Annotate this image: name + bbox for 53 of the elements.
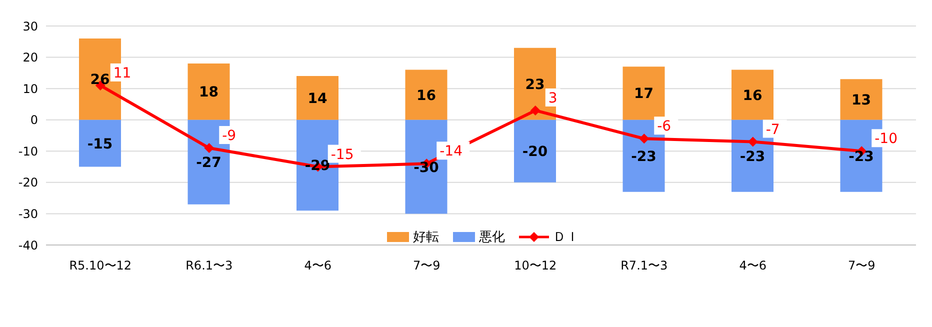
data-label: -15 [87, 136, 113, 152]
point [530, 105, 540, 116]
data-label: -27 [196, 155, 222, 172]
y-tick-label: -10 [18, 144, 38, 158]
data-label: 17 [634, 86, 654, 102]
data-label: 16 [742, 88, 762, 104]
bar [188, 64, 230, 120]
bar [840, 79, 882, 120]
legend-label: ＤＩ [553, 229, 579, 246]
x-tick-label: R6.1〜3 [186, 258, 233, 273]
data-label: -14 [440, 144, 463, 160]
point [639, 134, 650, 144]
x-tick-label: 4〜6 [739, 258, 767, 273]
x-tick-label: 10〜12 [514, 258, 557, 273]
x-tick-label: R7.1〜3 [620, 258, 668, 273]
data-label: -6 [657, 118, 672, 135]
data-label: -23 [848, 148, 874, 165]
data-label: 13 [852, 92, 871, 108]
data-label: -23 [740, 148, 766, 165]
y-tick-label: 10 [22, 82, 38, 96]
x-tick-label: 7〜9 [412, 258, 440, 273]
data-label: -9 [222, 128, 236, 144]
bar [296, 76, 338, 120]
bar [514, 120, 556, 182]
data-label: -23 [631, 148, 656, 165]
y-tick-label: 20 [22, 50, 38, 65]
data-label: 11 [113, 65, 132, 82]
x-tick-label: 7〜9 [848, 258, 876, 273]
data-label: -7 [766, 122, 780, 138]
data-label: 14 [308, 90, 328, 107]
legend-label: 悪化 [479, 229, 505, 246]
data-label: 16 [416, 88, 436, 104]
y-tick-label: -20 [18, 176, 38, 190]
bar [622, 66, 665, 120]
data-label: -20 [522, 144, 548, 160]
data-label: 26 [90, 72, 110, 88]
data-label: -10 [874, 131, 898, 148]
data-label: 3 [548, 90, 558, 106]
data-label: 18 [199, 84, 218, 101]
point [748, 136, 758, 147]
point [204, 143, 214, 154]
bar [79, 120, 121, 167]
data-label: -15 [330, 146, 354, 163]
y-tick-label: 30 [22, 19, 38, 34]
bar [732, 70, 774, 120]
bar [405, 70, 448, 120]
y-tick-label: -30 [18, 206, 38, 221]
data-label: 23 [525, 76, 545, 93]
x-tick-label: R5.10〜12 [69, 258, 132, 273]
legend-label: 好転 [413, 229, 439, 246]
y-tick-label: -40 [18, 238, 38, 252]
x-tick-label: 4〜6 [304, 258, 332, 273]
y-tick-label: 0 [30, 113, 38, 128]
